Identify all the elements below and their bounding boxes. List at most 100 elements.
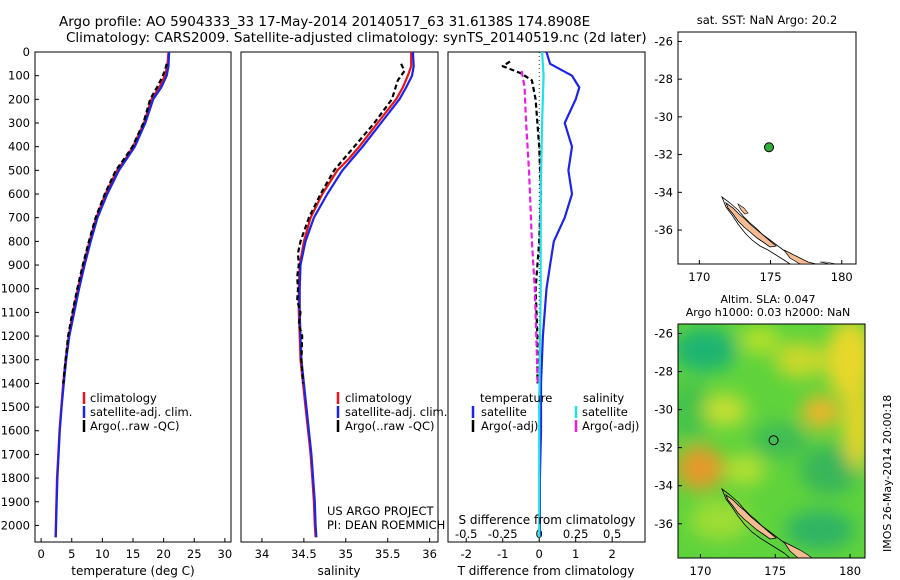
depth-tick-label: 900 [8, 258, 30, 272]
argo-float-marker [768, 435, 779, 446]
x-tick-label: 34.5 [291, 547, 317, 561]
sla-map-frame [677, 323, 866, 559]
x-tick-label: 20 [156, 547, 171, 561]
temperature-axes-frame [34, 51, 232, 543]
legend-s-argo-label: Argo(-adj) [582, 419, 639, 433]
depth-tick-label: 1200 [1, 329, 30, 343]
temperature-panel: 0100200300400500600700800900100011001200… [1, 45, 232, 578]
difference-panel: -2 -1 0 1 2 -0.5 -0.25 0 0.25 0.5 T difference f… [447, 51, 646, 578]
sla-map-title-line1: Altim. SLA: 0.047 [720, 293, 815, 306]
series-t-satellite [538, 51, 581, 538]
x-tick-label: 25 [187, 547, 202, 561]
s-diff-tick-label: -0.5 [455, 527, 477, 541]
x-tick-label: -1 [497, 547, 508, 561]
depth-tick-label: 0 [23, 45, 30, 59]
legend-argo-label: Argo(..raw -QC) [345, 419, 435, 433]
depth-tick-label: 2000 [1, 518, 30, 532]
depth-tick-label: 1800 [1, 471, 30, 485]
legend-satellite-label: satellite-adj. clim. [90, 405, 192, 419]
series-argo-raw-qc [296, 63, 406, 384]
x-tick-label: 30 [218, 547, 233, 561]
series-satellite-adj-clim [54, 51, 171, 538]
legend-climatology-label: climatology [90, 391, 157, 405]
series-satellite-adj-clim [298, 51, 415, 538]
legend-t-argo-label: Argo(-adj) [481, 419, 538, 433]
x-tick-label: 36 [422, 547, 437, 561]
x-tick-label: 10 [95, 547, 110, 561]
legend-climatology-label: climatology [345, 391, 412, 405]
sla-heatmap [678, 324, 865, 558]
lat-tick-label: -34 [654, 479, 673, 493]
argo-float-marker [763, 142, 774, 153]
s-diff-tick-label: -0.25 [488, 527, 518, 541]
sla-coastline [721, 487, 813, 558]
project-credit: US ARGO PROJECT [327, 504, 435, 518]
lon-tick-label: 175 [764, 564, 786, 578]
series-argo-raw-qc [62, 63, 168, 384]
lat-tick-label: -34 [654, 185, 673, 199]
depth-tick-label: 1900 [1, 495, 30, 509]
figure-title-line1: Argo profile: AO 5904333_33 17-May-2014 … [59, 14, 590, 30]
legend-argo-label: Argo(..raw -QC) [90, 419, 180, 433]
x-tick-label: 15 [126, 547, 141, 561]
depth-tick-label: 1100 [1, 305, 30, 319]
s-diff-tick-label: 0.5 [603, 527, 621, 541]
series-climatology [54, 51, 170, 538]
lat-tick-label: -36 [654, 517, 673, 531]
s-diff-tick-label: 0.25 [563, 527, 589, 541]
x-tick-label: 2 [609, 547, 616, 561]
series-climatology [297, 52, 413, 538]
legend-temperature-header: temperature [480, 391, 552, 405]
x-tick-label: 5 [68, 547, 75, 561]
lat-tick-label: -28 [654, 365, 673, 379]
lat-tick-label: -30 [654, 110, 673, 124]
depth-tick-label: 1600 [1, 424, 30, 438]
series-s-argo-adj [520, 70, 539, 384]
depth-tick-label: 1500 [1, 400, 30, 414]
salinity-panel: 34 34.5 35 35.5 36 salinity climatology sate… [240, 51, 447, 578]
lat-tick-label: -26 [654, 327, 673, 341]
depth-tick-label: 200 [8, 92, 30, 106]
x-tick-label: 34 [255, 547, 270, 561]
t-difference-xlabel: T difference from climatology [457, 564, 635, 578]
x-tick-label: 35 [338, 547, 353, 561]
depth-tick-label: 1700 [1, 447, 30, 461]
legend-s-satellite-label: satellite [582, 405, 628, 419]
depth-tick-label: 100 [8, 69, 30, 83]
lat-tick-label: -26 [654, 34, 673, 48]
difference-legend: temperature salinity satellite Argo(-adj… [471, 391, 639, 433]
legend-t-satellite-label: satellite [481, 405, 527, 419]
series-s-satellite [538, 51, 545, 538]
figure-title-line2: Climatology: CARS2009. Satellite-adjuste… [66, 30, 647, 46]
depth-tick-label: 400 [8, 140, 30, 154]
sla-map-panel: Altim. SLA: 0.047 Argo h1000: 0.03 h2000… [654, 293, 894, 578]
sst-map-panel: sat. SST: NaN Argo: 20.2 170 175 180 -26 -28… [654, 13, 857, 284]
lon-tick-label: 170 [688, 270, 710, 284]
new-zealand-coastline [721, 195, 837, 265]
depth-tick-label: 300 [8, 116, 30, 130]
depth-tick-label: 500 [8, 163, 30, 177]
lat-tick-label: -36 [654, 223, 673, 237]
temperature-legend: climatology satellite-adj. clim. Argo(..… [82, 391, 192, 433]
lon-tick-label: 175 [760, 270, 782, 284]
x-tick-label: 0 [536, 547, 543, 561]
pi-credit: PI: DEAN ROEMMICH [327, 518, 445, 532]
temperature-xlabel: temperature (deg C) [71, 564, 194, 578]
salinity-legend: climatology satellite-adj. clim. Argo(..… [336, 391, 447, 433]
x-tick-label: -2 [461, 547, 472, 561]
lat-tick-label: -32 [654, 441, 673, 455]
salinity-axes-frame [240, 51, 439, 543]
imos-timestamp-label: IMOS 26-May-2014 20:00:18 [881, 395, 894, 552]
x-tick-label: 0 [37, 547, 44, 561]
depth-tick-label: 800 [8, 234, 30, 248]
lon-tick-label: 170 [689, 564, 711, 578]
sla-map-title-line2: Argo h1000: 0.03 h2000: NaN [686, 306, 851, 319]
lat-tick-label: -32 [654, 148, 673, 162]
depth-tick-label: 700 [8, 211, 30, 225]
lat-tick-label: -28 [654, 72, 673, 86]
depth-tick-label: 1300 [1, 353, 30, 367]
depth-tick-label: 600 [8, 187, 30, 201]
legend-satellite-label: satellite-adj. clim. [345, 405, 447, 419]
sst-map-title: sat. SST: NaN Argo: 20.2 [697, 13, 838, 27]
